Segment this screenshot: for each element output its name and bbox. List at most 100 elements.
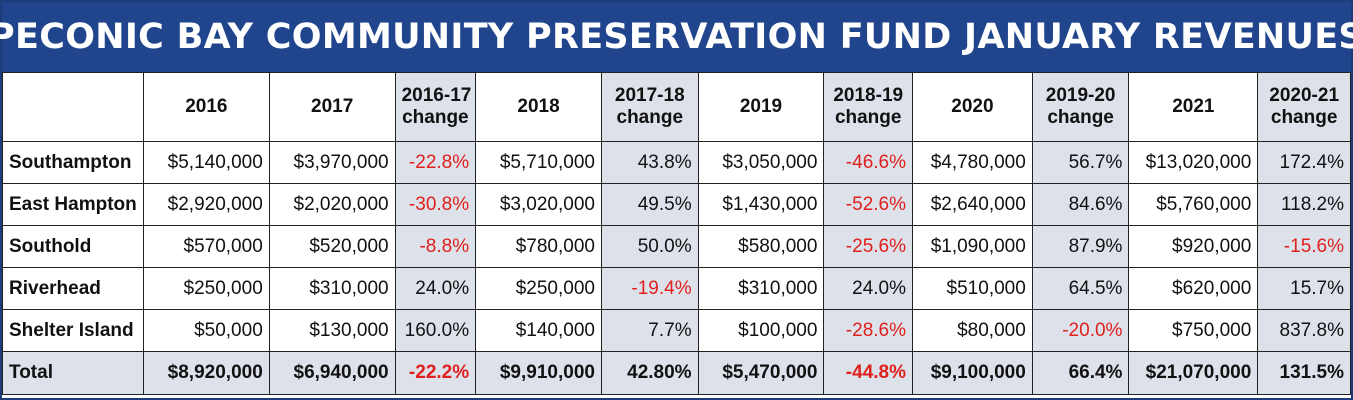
- revenue-cell: $100,000: [697, 309, 825, 352]
- revenue-cell: $3,020,000: [475, 183, 602, 226]
- change-cell: -28.6%: [823, 309, 913, 352]
- column-header-label: 2020-21: [1269, 85, 1340, 106]
- revenue-cell: $920,000: [1128, 225, 1259, 268]
- revenue-cell: $80,000: [912, 309, 1033, 352]
- column-header-label: 2019: [739, 96, 783, 117]
- revenue-cell: $310,000: [697, 267, 825, 310]
- revenue-cell: $8,920,000: [142, 351, 270, 395]
- change-cell: -20.0%: [1031, 309, 1130, 352]
- row-label: Shelter Island: [2, 309, 144, 352]
- row-label: Southold: [2, 225, 144, 268]
- column-header: 2019: [697, 72, 825, 142]
- change-cell: 49.5%: [600, 183, 699, 226]
- change-cell: 131.5%: [1257, 351, 1351, 395]
- revenue-cell: $520,000: [268, 225, 396, 268]
- change-cell: -8.8%: [394, 225, 477, 268]
- column-header-sublabel: change: [834, 107, 902, 128]
- revenue-cell: $2,020,000: [268, 183, 396, 226]
- row-label: Riverhead: [2, 267, 144, 310]
- header-row: 2016 2017 2016-17 change 2018 2017-18 change 20…: [2, 72, 1351, 142]
- change-cell: -19.4%: [600, 267, 699, 310]
- column-header-label: 2018: [517, 96, 560, 117]
- change-cell: 42.80%: [600, 351, 699, 395]
- change-cell: 172.4%: [1257, 141, 1351, 184]
- revenue-cell: $1,090,000: [912, 225, 1033, 268]
- revenue-cell: $620,000: [1128, 267, 1259, 310]
- change-cell: 56.7%: [1031, 141, 1130, 184]
- revenue-table: 2016 2017 2016-17 change 2018 2017-18 change 20…: [2, 72, 1351, 395]
- column-header-label: 2017: [311, 96, 354, 117]
- revenue-cell: $250,000: [475, 267, 602, 310]
- change-cell: 87.9%: [1031, 225, 1130, 268]
- revenue-cell: $3,050,000: [697, 141, 825, 184]
- column-header: 2018-19 change: [823, 72, 913, 142]
- column-header-label: 2019-20: [1045, 85, 1116, 106]
- revenue-cell: $2,920,000: [142, 183, 270, 226]
- change-cell: 837.8%: [1257, 309, 1351, 352]
- change-cell: -52.6%: [823, 183, 913, 226]
- revenue-cell: $4,780,000: [912, 141, 1033, 184]
- column-header-sublabel: change: [1270, 107, 1338, 128]
- change-cell: 43.8%: [600, 141, 699, 184]
- revenue-cell: $5,470,000: [697, 351, 825, 395]
- change-cell: -46.6%: [823, 141, 913, 184]
- row-label: Total: [2, 351, 144, 395]
- column-header-label: 2018-19: [833, 85, 904, 106]
- column-header-label: 2021: [1172, 96, 1215, 117]
- change-cell: 64.5%: [1031, 267, 1130, 310]
- revenue-cell: $5,710,000: [475, 141, 602, 184]
- revenue-cell: $2,640,000: [912, 183, 1033, 226]
- column-header-label: 2017-18: [614, 85, 685, 106]
- column-header: 2018: [475, 72, 602, 142]
- column-header-label: 2016: [185, 96, 228, 117]
- column-header-sublabel: change: [616, 107, 684, 128]
- revenue-cell: $750,000: [1128, 309, 1259, 352]
- revenue-cell: $13,020,000: [1128, 141, 1259, 184]
- table-row: Southold $570,000 $520,000 -8.8% $780,000 50.…: [2, 225, 1351, 268]
- revenue-cell: $570,000: [142, 225, 270, 268]
- revenue-cell: $3,970,000: [268, 141, 396, 184]
- column-header-sublabel: change: [1047, 107, 1114, 128]
- column-header-sublabel: change: [402, 107, 469, 128]
- change-cell: 160.0%: [394, 309, 477, 352]
- table-row: Southampton $5,140,000 $3,970,000 -22.8% $5,…: [2, 141, 1351, 184]
- change-cell: 7.7%: [600, 309, 699, 352]
- column-header: 2016-17 change: [394, 72, 477, 142]
- column-header-label: 2020: [951, 96, 994, 117]
- total-row: Total $8,920,000 $6,940,000 -22.2% $9,910,00…: [2, 351, 1351, 395]
- change-cell: -44.8%: [823, 351, 913, 395]
- revenue-cell: $50,000: [142, 309, 270, 352]
- column-header-label: 2016-17: [401, 85, 472, 106]
- revenue-cell: $6,940,000: [268, 351, 396, 395]
- revenue-cell: $310,000: [268, 267, 396, 310]
- row-label: Southampton: [2, 141, 144, 184]
- change-cell: 15.7%: [1257, 267, 1351, 310]
- column-header: 2020-21 change: [1257, 72, 1351, 142]
- change-cell: 84.6%: [1031, 183, 1130, 226]
- revenue-cell: $9,100,000: [912, 351, 1033, 395]
- revenue-cell: $9,910,000: [475, 351, 602, 395]
- change-cell: -15.6%: [1257, 225, 1351, 268]
- column-header: 2016: [142, 72, 270, 142]
- change-cell: 50.0%: [600, 225, 699, 268]
- revenue-cell: $5,760,000: [1128, 183, 1259, 226]
- revenue-cell: $250,000: [142, 267, 270, 310]
- revenue-cell: $5,140,000: [142, 141, 270, 184]
- table-body: Southampton $5,140,000 $3,970,000 -22.8% $5,…: [2, 141, 1351, 395]
- column-header: 2020: [912, 72, 1033, 142]
- revenue-cell: $130,000: [268, 309, 396, 352]
- row-label: East Hampton: [2, 183, 144, 226]
- revenue-cell: $510,000: [912, 267, 1033, 310]
- change-cell: -30.8%: [394, 183, 477, 226]
- column-header: 2019-20 change: [1031, 72, 1130, 142]
- table-row: Shelter Island $50,000 $130,000 160.0% $140,…: [2, 309, 1351, 352]
- table-row: East Hampton $2,920,000 $2,020,000 -30.8% $3…: [2, 183, 1351, 226]
- change-cell: 24.0%: [823, 267, 913, 310]
- table-row: Riverhead $250,000 $310,000 24.0% $250,000 -1…: [2, 267, 1351, 310]
- revenue-cell: $580,000: [697, 225, 825, 268]
- revenue-cell: $21,070,000: [1128, 351, 1259, 395]
- revenue-cell: $140,000: [475, 309, 602, 352]
- change-cell: -22.2%: [394, 351, 477, 395]
- column-header: 2017: [268, 72, 396, 142]
